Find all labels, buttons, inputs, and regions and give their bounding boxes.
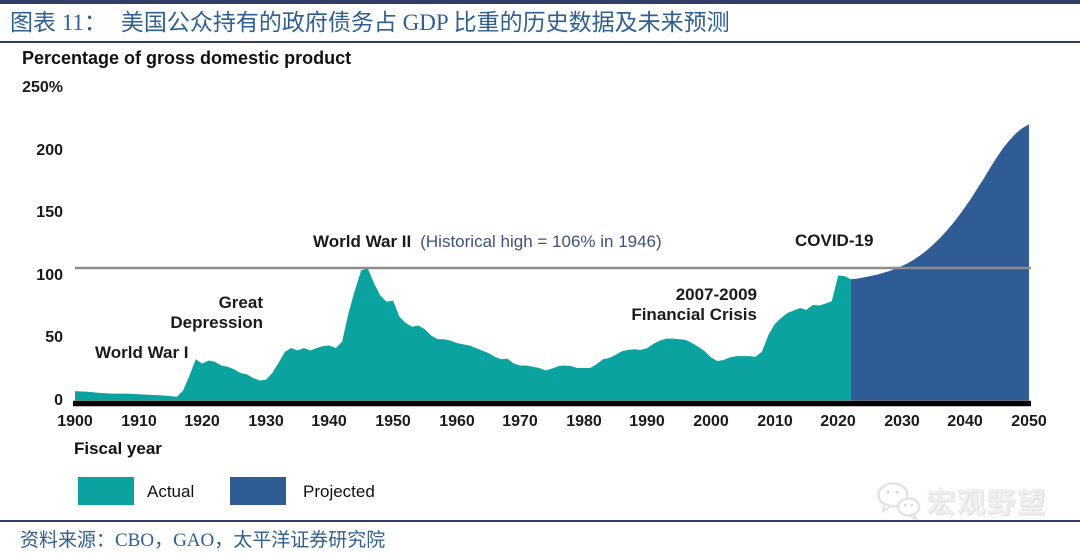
x-tick-label: 2010	[757, 413, 793, 430]
area-projected	[850, 124, 1029, 401]
y-tick-label: 200	[36, 142, 63, 159]
x-tick-label: 1970	[502, 413, 538, 430]
watermark-text: 宏观野望	[927, 487, 1048, 518]
annotation-financial-crisis: 2007-2009 Financial Crisis	[631, 285, 757, 325]
watermark: 宏观野望	[876, 481, 1047, 521]
annotation-historical-high-note: (Historical high = 106% in 1946)	[420, 232, 662, 251]
figure-title: 图表 11： 美国公众持有的政府债务占 GDP 比重的历史数据及未来预测	[10, 7, 730, 41]
y-tick-label: 250%	[22, 79, 63, 96]
x-tick-label: 1930	[248, 413, 284, 430]
x-tick-label: 1980	[566, 413, 602, 430]
x-tick-label: 1900	[57, 413, 93, 430]
wechat-chat-bubbles-icon	[877, 482, 921, 521]
x-tick-label: 1990	[629, 413, 665, 430]
x-tick-label: 2030	[884, 413, 920, 430]
legend-label-projected: Projected	[303, 482, 375, 501]
x-tick-label: 2050	[1011, 413, 1047, 430]
title-divider	[0, 41, 1080, 43]
chart-subtitle: Percentage of gross domestic product	[22, 48, 352, 68]
top-divider	[0, 0, 1080, 4]
y-tick-label: 100	[36, 267, 63, 284]
x-tick-label: 2040	[947, 413, 983, 430]
figure-number: 图表 11：	[10, 10, 107, 35]
figure-title-text: 美国公众持有的政府债务占 GDP 比重的历史数据及未来预测	[120, 10, 730, 35]
legend-swatch-actual	[78, 477, 134, 505]
x-tick-label: 2020	[820, 413, 856, 430]
x-tick-label: 2000	[693, 413, 729, 430]
y-tick-label: 50	[45, 329, 63, 346]
y-tick-label: 0	[54, 392, 63, 409]
x-tick-label: 1910	[121, 413, 157, 430]
annotation-world-war-1: World War I	[95, 343, 189, 362]
annotation-world-war-2: World War II (Historical high = 106% in 1…	[313, 232, 662, 252]
y-tick-label: 150	[36, 204, 63, 221]
annotation-covid-19: COVID-19	[795, 231, 874, 250]
area-actual	[75, 268, 851, 401]
legend-label-actual: Actual	[147, 482, 195, 501]
source-divider	[0, 520, 1080, 522]
legend-swatch-projected	[230, 477, 286, 505]
annotation-world-war-2-label: World War II	[313, 232, 412, 251]
x-tick-label: 1920	[184, 413, 220, 430]
x-tick-label: 1960	[439, 413, 475, 430]
source-line: 资料来源：CBO，GAO，太平洋证券研究院	[20, 530, 386, 551]
x-tick-label: 1950	[375, 413, 411, 430]
annotation-great-depression: Great Depression	[170, 293, 263, 333]
x-axis-title: Fiscal year	[74, 439, 162, 458]
x-tick-label: 1940	[311, 413, 347, 430]
